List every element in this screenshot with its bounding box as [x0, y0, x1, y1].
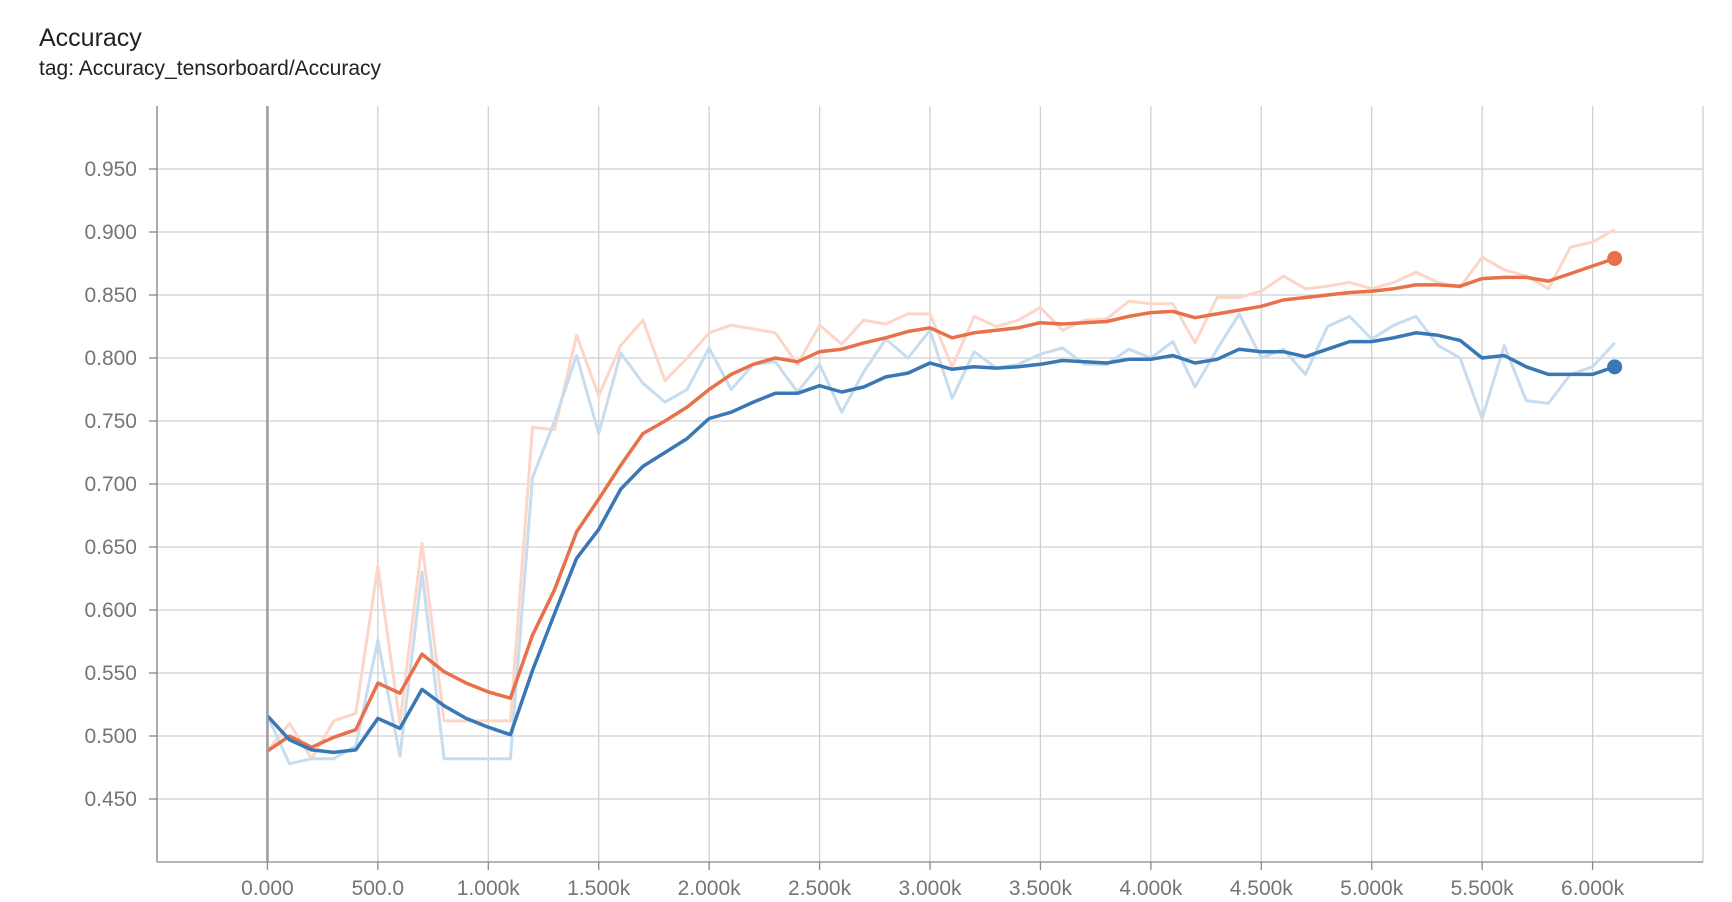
x-tick-label: 4.000k — [1119, 877, 1183, 900]
y-tick-label: 0.750 — [84, 410, 137, 433]
axis-layer — [149, 106, 1703, 870]
y-tick-label: 0.450 — [84, 788, 137, 811]
y-tick-label: 0.600 — [84, 599, 137, 622]
y-tick-label: 0.550 — [84, 662, 137, 685]
y-tick-label: 0.850 — [84, 284, 137, 307]
raw-series-layer — [266, 228, 1616, 766]
y-tick-label: 0.900 — [84, 221, 137, 244]
y-tick-label: 0.800 — [84, 347, 137, 370]
x-tick-label: 4.500k — [1230, 877, 1294, 900]
x-tick-label: 5.000k — [1340, 877, 1404, 900]
x-tick-label: 6.000k — [1561, 877, 1625, 900]
x-tick-label: 5.500k — [1451, 877, 1515, 900]
x-tick-label: 500.0 — [352, 877, 405, 900]
series-smoothed-line — [266, 256, 1616, 753]
series-last-point — [1607, 250, 1623, 266]
tick-label-layer: 0.450 0.500 0.550 0.600 0.650 0.700 0.750 0.800… — [84, 158, 1624, 900]
x-tick-label: 1.500k — [567, 877, 631, 900]
series-raw-line — [266, 228, 1616, 761]
series-smoothed-line — [266, 331, 1616, 755]
x-tick-label: 2.500k — [788, 877, 852, 900]
x-tick-label: 1.000k — [457, 877, 521, 900]
x-tick-label: 3.500k — [1009, 877, 1073, 900]
x-tick-label: 2.000k — [678, 877, 742, 900]
series-last-point — [1607, 359, 1623, 375]
chart-subtitle: tag: Accuracy_tensorboard/Accuracy — [39, 57, 382, 80]
y-tick-label: 0.650 — [84, 536, 137, 559]
x-tick-label: 3.000k — [898, 877, 962, 900]
y-tick-label: 0.500 — [84, 725, 137, 748]
y-tick-label: 0.950 — [84, 158, 137, 181]
y-tick-label: 0.700 — [84, 473, 137, 496]
grid-layer — [156, 106, 1704, 862]
series-raw-line — [266, 312, 1616, 766]
x-tick-label: 0.000 — [241, 877, 294, 900]
smoothed-series-layer — [266, 250, 1623, 755]
chart-title: Accuracy — [39, 24, 142, 52]
